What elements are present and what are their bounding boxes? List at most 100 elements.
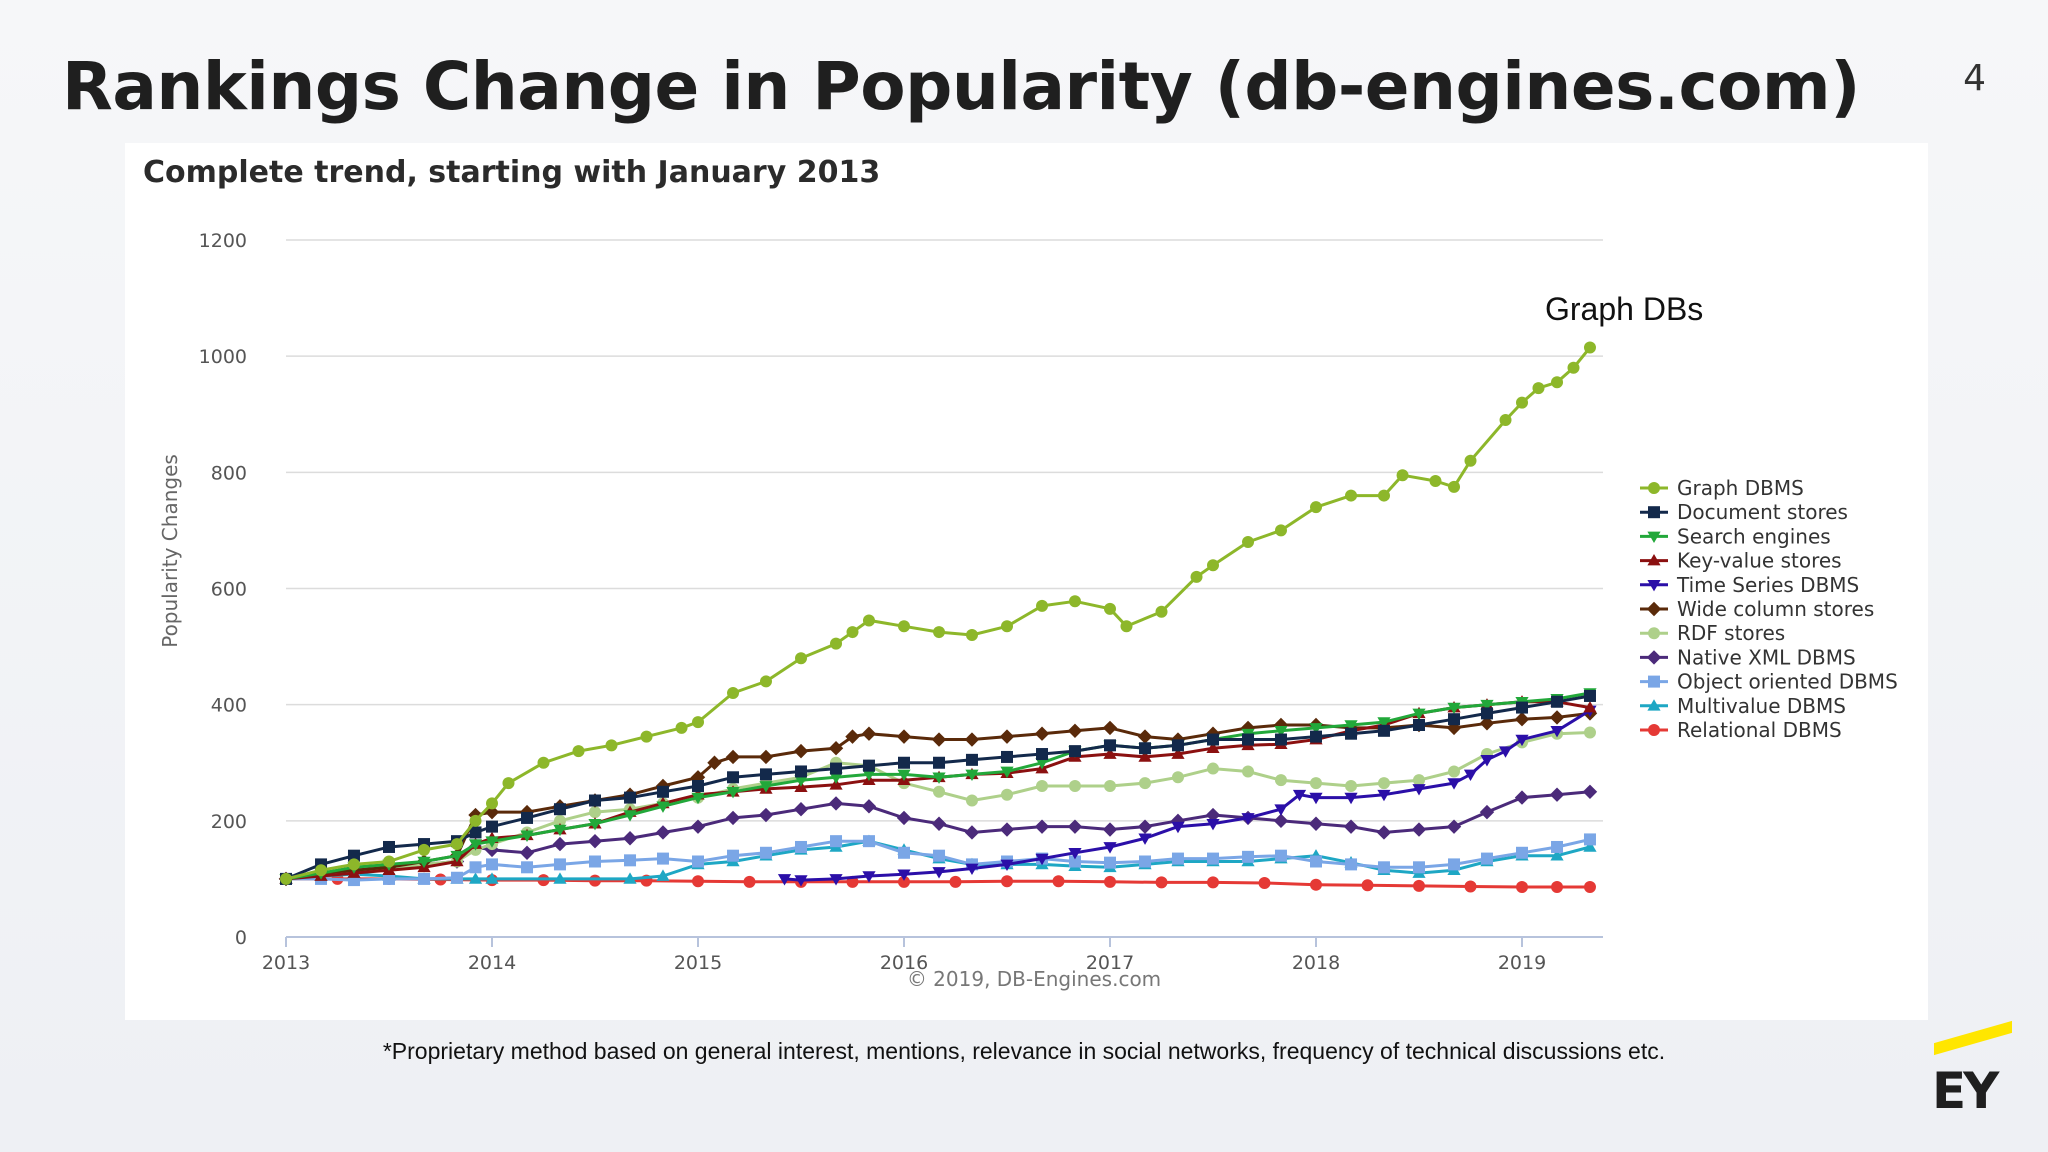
data-point <box>743 875 756 888</box>
data-point <box>418 843 431 856</box>
data-point <box>1104 739 1116 752</box>
data-point <box>1310 730 1322 743</box>
data-point <box>1583 833 1596 846</box>
data-point <box>690 819 706 834</box>
legend-marker-icon <box>1648 724 1660 736</box>
data-point <box>1377 717 1391 729</box>
page-number: 4 <box>1963 58 1986 99</box>
data-point <box>519 845 535 860</box>
data-point <box>898 620 910 633</box>
data-point <box>486 858 498 871</box>
data-point <box>830 637 843 650</box>
chart-panel: Complete trend, starting with January 20… <box>125 143 1928 1020</box>
data-point <box>1137 819 1153 834</box>
legend-label: Object oriented DBMS <box>1677 670 1898 694</box>
data-point <box>1343 819 1359 834</box>
data-point <box>623 872 637 884</box>
y-tick-label: 1000 <box>199 346 247 368</box>
data-point <box>640 730 653 743</box>
data-point <box>588 818 602 831</box>
data-point <box>383 872 395 885</box>
data-point <box>1499 414 1512 427</box>
data-point <box>931 732 947 747</box>
data-point <box>1067 819 1083 834</box>
data-point <box>1206 741 1220 754</box>
legend-marker-icon <box>1647 531 1661 543</box>
ey-logo-bar-icon <box>1934 1020 2012 1056</box>
data-point <box>469 826 482 839</box>
data-point <box>1310 777 1322 790</box>
data-point <box>1345 489 1358 502</box>
legend-item: Search engines <box>1640 524 1831 548</box>
series-line <box>285 691 1591 881</box>
data-point <box>1551 881 1564 894</box>
data-point <box>1377 777 1390 790</box>
data-point <box>280 872 292 885</box>
data-point <box>468 872 483 884</box>
data-point <box>1480 755 1494 767</box>
data-point <box>520 830 534 842</box>
data-point <box>1429 475 1442 488</box>
data-point <box>1514 790 1530 805</box>
data-point <box>1258 876 1271 889</box>
legend-item: RDF stores <box>1640 621 1785 645</box>
data-point <box>485 836 499 848</box>
data-point <box>1190 570 1203 583</box>
data-point <box>1068 847 1082 860</box>
series-line <box>285 731 1591 881</box>
legend-item: Wide column stores <box>1640 597 1874 621</box>
data-point <box>759 675 772 688</box>
data-point <box>1171 747 1185 759</box>
data-point <box>1171 821 1185 834</box>
data-point <box>965 753 978 766</box>
data-point <box>1274 774 1287 787</box>
data-point <box>1550 849 1564 861</box>
data-point <box>315 864 328 877</box>
data-point <box>1139 742 1152 755</box>
data-point <box>1170 813 1186 829</box>
data-point <box>933 756 946 769</box>
series-line <box>285 694 1591 881</box>
data-point <box>795 840 807 853</box>
data-point <box>1344 792 1358 805</box>
data-point <box>1035 757 1049 770</box>
data-point <box>830 762 843 775</box>
data-point <box>1205 807 1221 823</box>
data-point <box>1274 726 1288 738</box>
data-point <box>932 867 946 879</box>
data-point <box>1139 855 1152 868</box>
x-tick-label: 2014 <box>468 952 516 974</box>
data-point <box>1207 852 1219 865</box>
data-point <box>897 869 911 881</box>
data-point <box>1446 819 1462 834</box>
data-point <box>692 716 704 729</box>
data-point <box>1532 382 1545 395</box>
data-point <box>896 729 912 744</box>
data-point <box>1447 702 1461 715</box>
data-point <box>656 869 670 881</box>
data-point <box>450 850 464 863</box>
series-object-oriented-dbms <box>280 833 1596 887</box>
data-point <box>759 768 772 781</box>
data-point <box>553 814 566 827</box>
data-point <box>1549 787 1565 802</box>
data-point <box>1464 454 1477 467</box>
data-point <box>1274 733 1287 746</box>
data-point <box>1273 813 1289 829</box>
data-point <box>1448 858 1461 871</box>
data-point <box>1034 819 1050 834</box>
y-tick-label: 800 <box>211 462 247 484</box>
data-point <box>933 785 946 798</box>
data-point <box>383 855 395 868</box>
data-point <box>1412 784 1426 796</box>
data-point <box>347 849 360 862</box>
data-point <box>1345 858 1358 871</box>
data-point <box>1309 723 1323 735</box>
data-point <box>1207 559 1219 572</box>
legend-marker-icon <box>1648 627 1660 640</box>
data-point <box>1036 748 1049 761</box>
legend-label: RDF stores <box>1677 621 1785 645</box>
data-point <box>1413 718 1425 731</box>
data-point <box>845 729 860 744</box>
